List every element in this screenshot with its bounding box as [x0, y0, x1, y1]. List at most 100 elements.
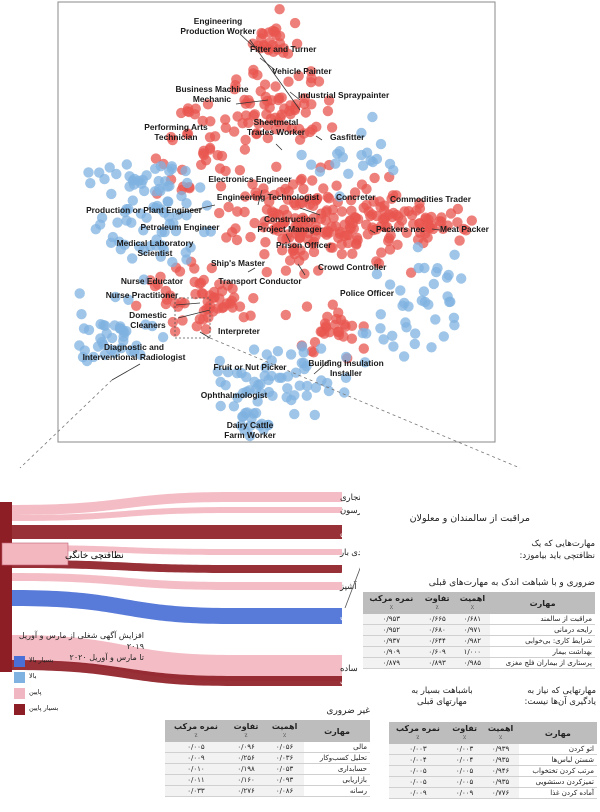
value-cell: ۰/۰۰۵	[446, 765, 483, 777]
top-skill-table: مهارت اهمیت ٪ تفاوت ٪ نمره مرکب ٪ مراقبت از سال…	[363, 592, 595, 669]
scatter-point	[310, 220, 321, 232]
scatter-point	[182, 128, 193, 140]
scatter-point	[163, 196, 174, 207]
scatter-point	[383, 235, 394, 247]
scatter-point	[218, 301, 229, 313]
scatter-point	[301, 301, 313, 312]
scatter-point	[149, 280, 161, 292]
scatter-point	[237, 411, 248, 422]
scatter-point	[277, 245, 288, 256]
table-row: شرایط کاری: بی‌خوابی ۰/۹۸۲ ۰/۶۴۴ ۰/۹۳۷	[363, 635, 595, 647]
leader-line	[247, 267, 256, 273]
scatter-point	[243, 117, 254, 128]
scatter-point	[150, 153, 162, 164]
scatter-point	[412, 242, 424, 253]
scatter-point	[121, 159, 132, 170]
skill-transition-sankey: نظافتچی خانگی نظافتچی مکان‌های تجاری کارس…	[0, 492, 360, 686]
value-cell: ۰/۰۹۶	[226, 742, 266, 753]
sankey-target-label: سرآشپز	[339, 564, 360, 574]
skill-cell: مراقبت از سالمند	[490, 614, 595, 625]
scatter-point	[352, 213, 364, 225]
legend-item: بسیار بالا	[14, 656, 84, 669]
scatter-point	[118, 331, 129, 342]
scatter-point	[267, 39, 278, 51]
scatter-point	[260, 362, 271, 373]
scatter-point	[351, 238, 362, 249]
zoom-line-right	[209, 337, 521, 469]
skill-cell: آماده کردن غذا	[518, 787, 597, 799]
scatter-point	[215, 376, 226, 388]
scatter-point	[157, 332, 169, 343]
scatter-point	[133, 175, 144, 186]
scatter-point	[81, 355, 93, 367]
scatter-point	[336, 248, 348, 260]
table-header: اهمیت ٪	[482, 722, 519, 744]
table-row: رسانه ۰/۰۸۶ ۰/۲۷۶ ۰/۰۳۳	[165, 785, 370, 797]
scatter-point	[190, 103, 201, 114]
scatter-point	[248, 293, 259, 304]
scatter-point	[83, 167, 94, 178]
value-cell: ۰/۰۰۹	[165, 752, 227, 764]
value-cell: ۰/۶۰۹	[419, 646, 455, 658]
scatter-point	[309, 409, 320, 421]
scatter-point	[205, 226, 216, 237]
occupation-label: Production or Plant Engineer	[86, 205, 203, 215]
scatter-point	[300, 107, 311, 118]
scatter-point	[239, 144, 251, 155]
scatter-point	[256, 33, 267, 44]
scatter-point	[172, 209, 183, 220]
scatter-point	[314, 166, 326, 177]
scatter-point	[90, 224, 102, 235]
scatter-points	[74, 4, 477, 442]
scatter-point	[262, 120, 273, 131]
occupation-label: Nurse Practitioner	[106, 290, 179, 300]
occupation-scatter-plot: Engineering Production Worker Fitter and T…	[19, 1, 521, 469]
occupation-label: Commodities Trader	[390, 194, 472, 204]
occupation-label: Construction Project Manager	[257, 214, 323, 234]
source-label: نظافتچی خانگی	[65, 549, 124, 561]
scatter-point	[128, 346, 140, 357]
scatter-point	[333, 307, 344, 318]
scatter-point	[414, 203, 426, 214]
value-cell: ۰/۹۵۳	[363, 614, 420, 625]
scatter-point	[329, 319, 340, 331]
table-header: اهمیت ٪	[265, 720, 305, 742]
scatter-point	[111, 168, 122, 180]
scatter-point	[401, 227, 412, 238]
skill-cell: تمیزکردن دستشویی	[518, 776, 597, 788]
scatter-point	[318, 183, 329, 194]
table-header: نمره مرکب ٪	[165, 720, 227, 742]
value-cell: ۰/۹۰۹	[363, 646, 420, 658]
sankey-target-label: متصدی بار	[339, 547, 360, 557]
value-cell: ۰/۰۱۰	[165, 763, 227, 775]
leader-line	[199, 331, 211, 339]
sankey-band	[12, 660, 232, 686]
callout-text: مراقبت از سالمندان و معلولان	[409, 513, 530, 524]
legend-label: بسیار پایین	[29, 704, 59, 712]
scatter-point	[426, 342, 437, 353]
scatter-point	[289, 213, 301, 224]
scatter-point	[252, 69, 263, 81]
sankey-target-label: کارمند ساده	[340, 663, 360, 673]
table-row: تمیزکردن دستشویی ۰/۹۳۵ ۰/۰۰۵ ۰/۰۰۵	[389, 776, 597, 788]
table-row: مراقبت از سالمند ۰/۶۸۱ ۰/۶۶۵ ۰/۹۵۳	[363, 614, 595, 625]
scatter-point	[273, 94, 284, 106]
scatter-point	[323, 385, 335, 397]
scatter-point	[371, 210, 382, 222]
scatter-point	[408, 219, 419, 230]
scatter-point	[220, 114, 231, 125]
table-header: نمره مرکب ٪	[389, 722, 447, 744]
table-header: اهمیت ٪	[454, 592, 491, 614]
scatter-point	[135, 208, 147, 219]
scatter-point	[466, 215, 477, 226]
occupation-label: Ophthalmologist	[201, 390, 268, 400]
scatter-point	[322, 191, 333, 203]
table-header-unit: ٪	[244, 732, 248, 739]
scatter-point	[294, 255, 305, 266]
occupation-label: Vehicle Painter	[272, 66, 332, 76]
value-cell: ۰/۹۸۵	[454, 657, 491, 669]
occupation-label: Prison Officer	[276, 240, 332, 250]
legend-item: پایین	[14, 688, 84, 701]
scatter-point	[215, 400, 226, 412]
scatter-point	[359, 357, 371, 368]
